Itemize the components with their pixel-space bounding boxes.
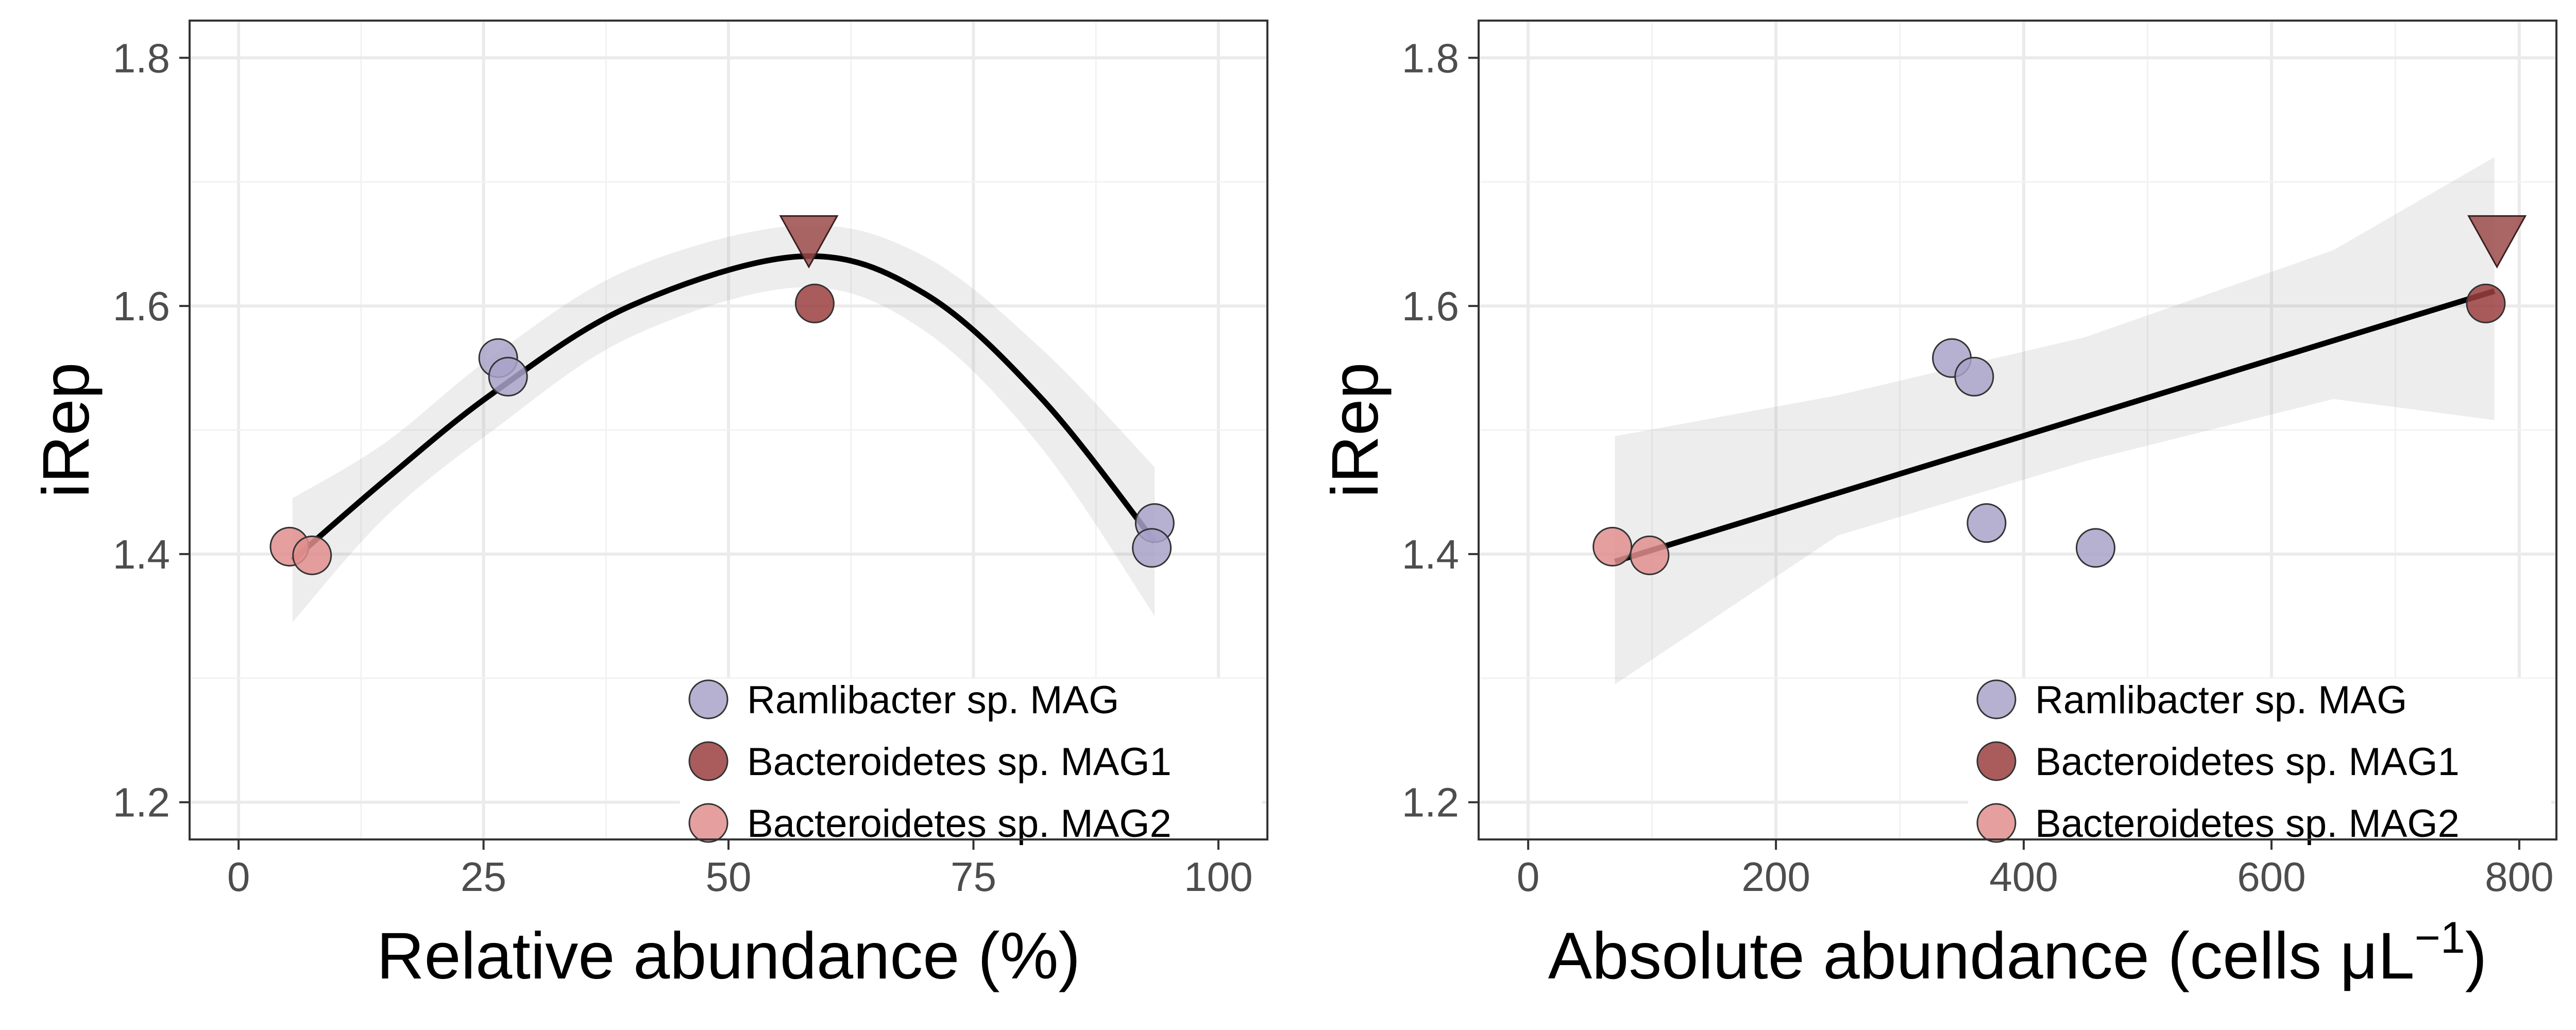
y-tick-label: 1.2 bbox=[1402, 780, 1459, 826]
y-axis-title: iRep bbox=[29, 362, 103, 497]
data-point bbox=[1132, 528, 1172, 568]
legend-key bbox=[688, 679, 728, 719]
plot-area bbox=[269, 215, 1175, 623]
legend-key bbox=[688, 803, 728, 843]
legend-key bbox=[1976, 679, 2016, 719]
confidence-ribbon bbox=[292, 225, 1155, 623]
plot-area bbox=[1592, 157, 2527, 684]
y-axis: 1.2 1.4 1.6 1.8 bbox=[113, 35, 190, 826]
data-point bbox=[2075, 528, 2115, 568]
y-axis: 1.2 1.4 1.6 1.8 bbox=[1402, 35, 1479, 826]
y-tick-label: 1.8 bbox=[1402, 35, 1459, 81]
y-tick-label: 1.4 bbox=[1402, 531, 1459, 577]
x-axis-title: Absolute abundance (cells μL−1) bbox=[1548, 913, 2487, 993]
x-tick-label: 400 bbox=[1989, 854, 2058, 900]
legend-label: Bacteroidetes sp. MAG1 bbox=[2035, 740, 2460, 784]
panel-border bbox=[1478, 20, 2557, 840]
legend-label: Ramlibacter sp. MAG bbox=[747, 678, 1119, 722]
series-1 bbox=[478, 338, 1175, 568]
x-tick-label: 200 bbox=[1741, 854, 1810, 900]
x-tick-label: 0 bbox=[227, 854, 250, 900]
panel-2: Ramlibacter sp. MAG Bacteroidetes sp. MAG… bbox=[1318, 20, 2557, 993]
x-tick-label: 800 bbox=[2485, 854, 2553, 900]
legend-label: Bacteroidetes sp. MAG2 bbox=[2035, 802, 2460, 846]
y-tick-label: 1.4 bbox=[113, 531, 170, 577]
x-tick-label: 0 bbox=[1517, 854, 1540, 900]
legend-background bbox=[1968, 679, 2551, 860]
series-2 bbox=[2466, 283, 2506, 323]
x-tick-label: 600 bbox=[2237, 854, 2306, 900]
triangle-marker bbox=[2467, 215, 2527, 269]
data-point bbox=[488, 356, 528, 397]
data-point bbox=[1630, 535, 1670, 575]
legend-background bbox=[680, 679, 1262, 860]
data-point bbox=[1954, 356, 1994, 397]
series-1 bbox=[1932, 338, 2115, 568]
legend-label: Ramlibacter sp. MAG bbox=[2035, 678, 2407, 722]
x-tick-label: 75 bbox=[951, 854, 996, 900]
y-tick-label: 1.8 bbox=[113, 35, 170, 81]
data-point bbox=[1967, 503, 2007, 543]
x-tick-label: 25 bbox=[461, 854, 506, 900]
x-tick-label: 100 bbox=[1184, 854, 1252, 900]
panel-1: Ramlibacter sp. MAG Bacteroidetes sp. MAG… bbox=[29, 20, 1268, 993]
series-3 bbox=[1592, 526, 1670, 575]
legend-key bbox=[1976, 741, 2016, 781]
x-tick-label: 50 bbox=[706, 854, 752, 900]
data-point bbox=[2466, 283, 2506, 323]
legend: Ramlibacter sp. MAG Bacteroidetes sp. MAG… bbox=[680, 678, 1262, 860]
confidence-ribbon bbox=[1615, 157, 2495, 684]
fit-line bbox=[1614, 288, 2496, 564]
fit-line bbox=[291, 253, 1157, 563]
legend-key bbox=[1976, 803, 2016, 843]
y-tick-label: 1.2 bbox=[113, 780, 170, 826]
x-axis: 0 25 50 75 100 bbox=[227, 839, 1253, 900]
legend: Ramlibacter sp. MAG Bacteroidetes sp. MAG… bbox=[1968, 678, 2551, 860]
y-axis-title: iRep bbox=[1318, 362, 1392, 497]
y-tick-label: 1.6 bbox=[113, 283, 170, 329]
legend-key bbox=[688, 741, 728, 781]
triangle-marker bbox=[779, 215, 839, 269]
data-point bbox=[292, 535, 332, 575]
x-axis: 0 200 400 600 800 bbox=[1517, 839, 2554, 900]
series-2 bbox=[794, 283, 835, 323]
legend-label: Bacteroidetes sp. MAG2 bbox=[747, 802, 1172, 846]
data-point bbox=[1592, 526, 1633, 566]
x-axis-title: Relative abundance (%) bbox=[377, 919, 1080, 993]
series-3 bbox=[269, 526, 332, 575]
y-tick-label: 1.6 bbox=[1402, 283, 1459, 329]
legend-label: Bacteroidetes sp. MAG1 bbox=[747, 740, 1172, 784]
data-point bbox=[794, 283, 835, 323]
